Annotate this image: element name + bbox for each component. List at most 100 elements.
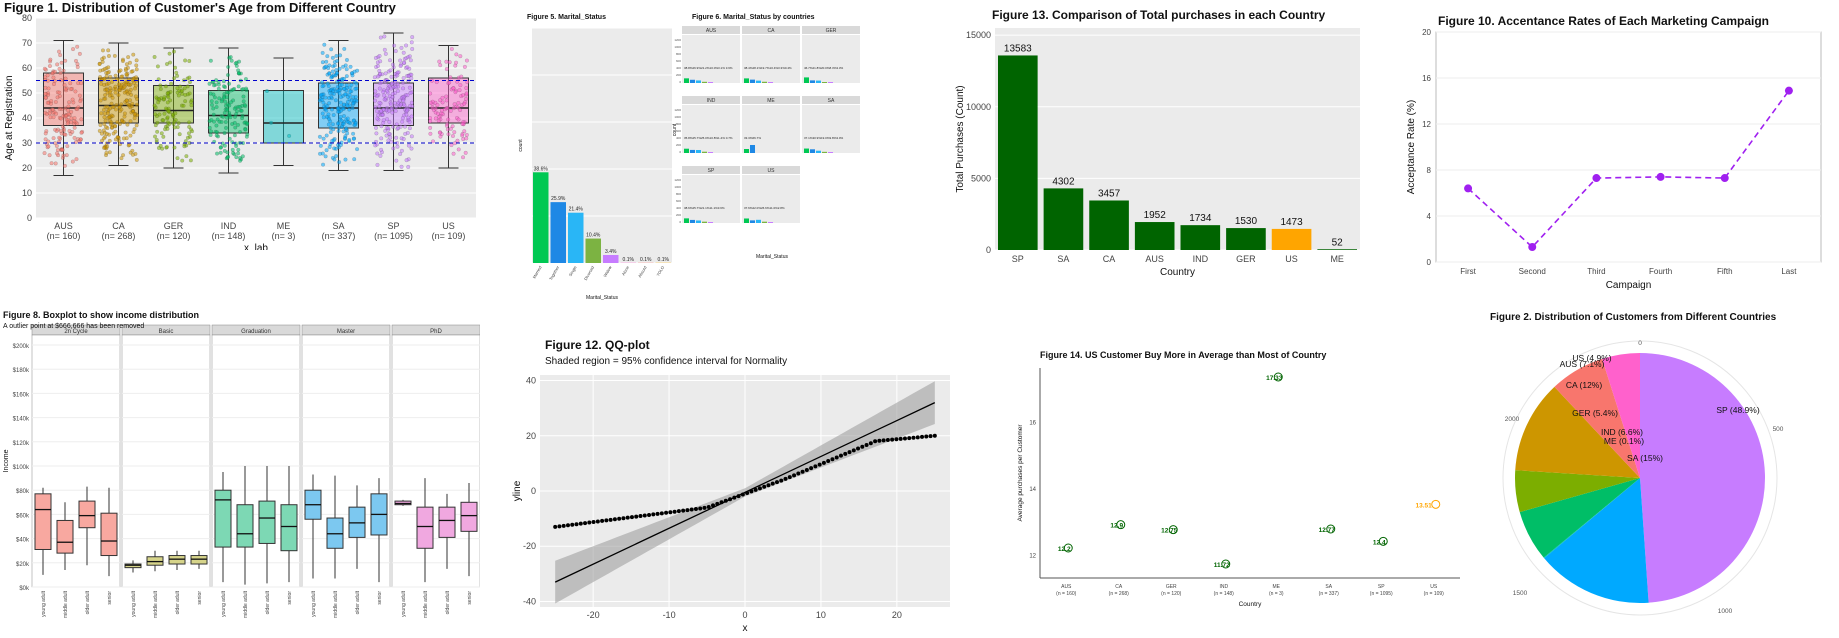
data-point [325,148,329,152]
data-point [52,115,56,119]
data-point [389,69,393,73]
data-point [400,165,404,169]
data-point [167,95,171,99]
data-point [77,106,81,110]
data-point [99,123,103,127]
data-point [324,60,328,64]
data-point [236,123,240,127]
bar [696,220,701,223]
facet-label-CA: CA [768,28,776,34]
box [101,513,117,555]
qq-point [916,435,920,439]
data-point [153,135,157,139]
y-tick-label: $80k [16,489,30,495]
qq-point [856,447,860,451]
data-point [103,67,107,71]
data-point [215,152,219,156]
data-point [183,59,187,63]
data-point [227,111,231,115]
data-point [114,85,118,89]
qq-point [848,450,852,454]
data-point [231,151,235,155]
data-point [237,71,241,75]
qq-point [766,483,770,487]
data-point [80,131,84,135]
y-tick-label: 400 [676,66,681,70]
x-tick-label: Absurd [637,265,648,278]
y-tick-label: 4 [1427,212,1432,221]
data-point [58,67,62,71]
data-point [410,47,414,51]
data-point [339,95,343,99]
y-tick-label: 0 [679,220,681,224]
figure-5-title: Figure 5. Marital_Status [527,14,606,21]
y-tick-label: 200 [676,143,681,147]
data-point [336,106,340,110]
data-point [353,123,357,127]
x-tick-label: young adult [311,590,317,616]
x-tick-label: CA [112,221,125,231]
data-point [403,104,407,108]
data-point [389,103,393,107]
x-tick-label: ME [277,221,291,231]
data-point [452,87,456,91]
bar [828,82,833,83]
data-point [51,108,55,112]
data-point [235,64,239,68]
x-tick-label: First [1460,267,1476,276]
data-point [49,58,53,62]
data-point [172,122,176,126]
data-point [78,94,82,98]
data-point [321,152,325,156]
x-count-label: (n = 337) [1319,591,1339,597]
data-point-Fourth [1657,173,1665,181]
data-point [222,79,226,83]
bar [744,218,749,223]
data-point [131,77,135,81]
qq-point [835,455,839,459]
data-point [332,113,336,117]
data-point [173,66,177,70]
data-point [327,123,331,127]
data-point [391,111,395,115]
data-point [388,136,392,140]
qq-point [826,459,830,463]
x-axis-label: x_lab [244,243,268,250]
data-point [231,88,235,92]
data-point [429,132,433,136]
data-point [465,92,469,96]
data-point [108,150,112,154]
y-tick-label: 10 [22,188,32,198]
data-point [319,93,323,97]
facet-background [802,35,860,83]
data-point [135,158,139,162]
data-point [106,49,110,53]
bar [750,80,755,83]
data-point [114,74,118,78]
data-point [329,130,333,134]
data-point [385,117,389,121]
bar [816,151,821,153]
data-point-Fifth [1721,174,1729,182]
data-point [128,91,132,95]
y-tick-label: 40 [526,376,536,386]
data-point [332,147,336,151]
data-point [409,59,413,63]
facet-background [302,335,390,587]
y-tick-label: 15000 [966,30,991,40]
data-point [406,165,410,169]
data-point [50,72,54,76]
bar [816,81,821,83]
data-point [449,127,453,131]
slice-label: SP (48.9%) [1716,405,1759,415]
data-point [241,114,245,118]
qq-point [886,438,890,442]
data-point [43,67,47,71]
data-point [352,137,356,141]
data-point [240,109,244,113]
qq-point [758,486,762,490]
data-point [402,51,406,55]
data-point [59,71,63,75]
figure-13-chart: 05000100001500013583SP4302SA3457CA1952AU… [950,0,1370,290]
bar [708,82,713,83]
